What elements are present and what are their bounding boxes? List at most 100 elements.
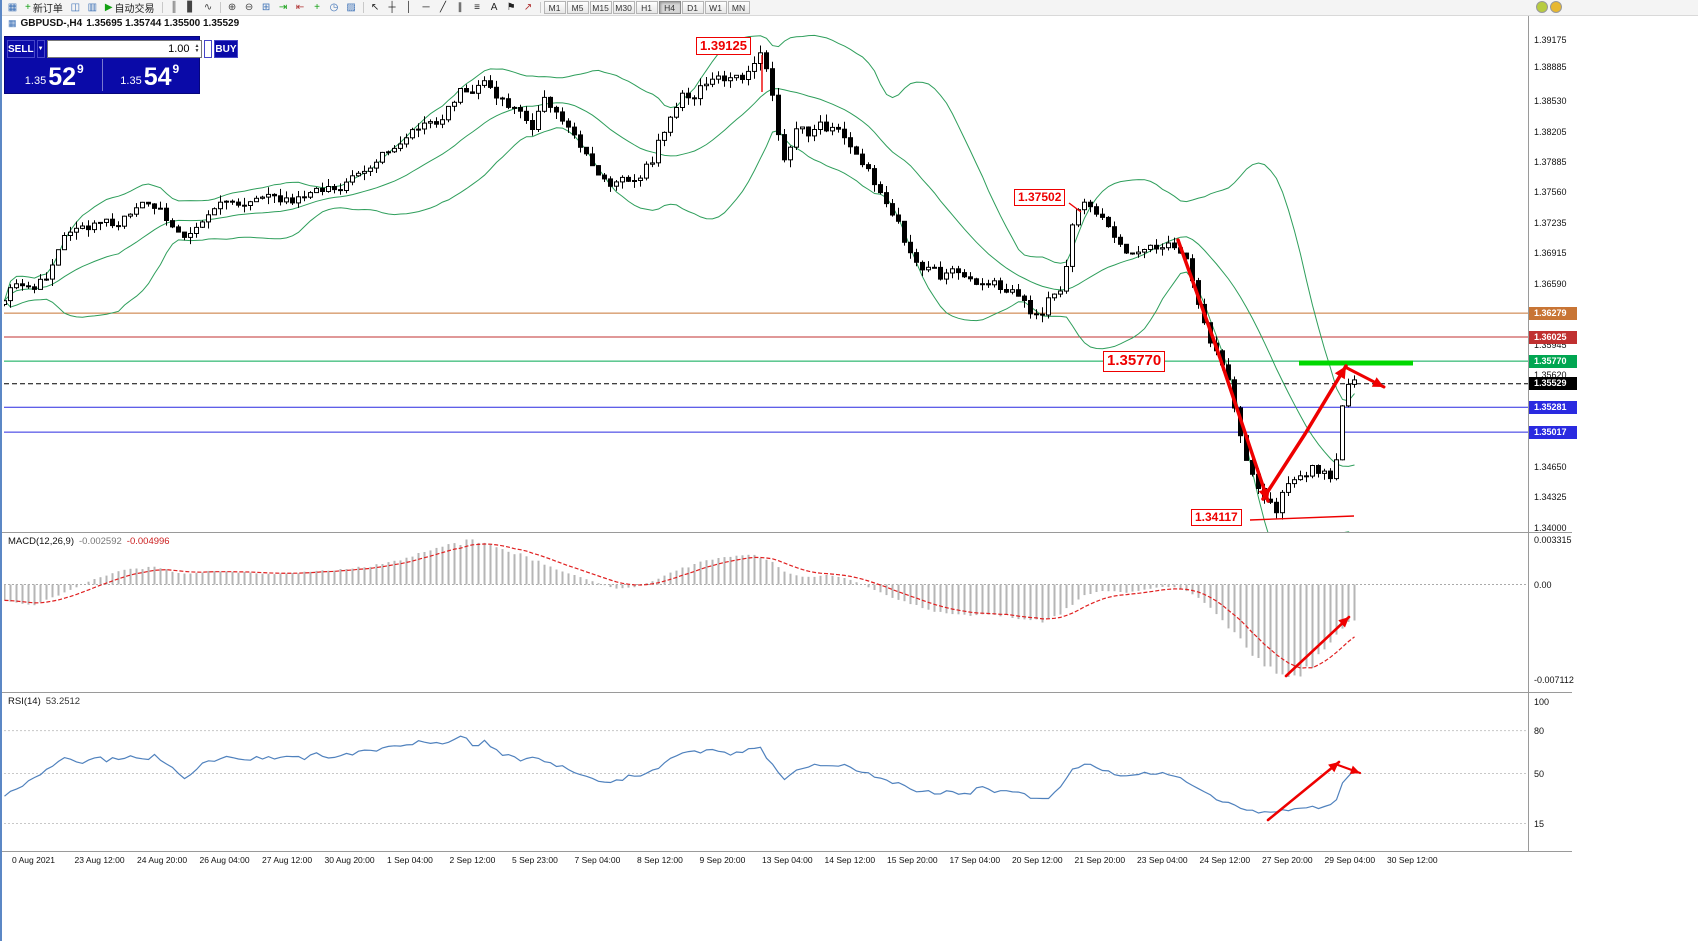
rsi-name: RSI(14): [8, 696, 41, 707]
macd-axis-label: 0.00: [1534, 579, 1552, 590]
trade-panel-prices: 1.35 52 9 1.35 54 9: [7, 59, 197, 91]
chart-shift-icon[interactable]: ⇤: [292, 1, 309, 15]
spinner-up-icon[interactable]: ▲: [194, 43, 200, 49]
new-order-button[interactable]: + 新订单: [21, 1, 67, 15]
line-chart-type-icon[interactable]: ∿: [200, 1, 217, 15]
arrows-icon[interactable]: ↗: [520, 1, 537, 15]
news-status-icon: [1550, 1, 1562, 13]
fibonacci-icon-glyph: ≡: [474, 1, 480, 13]
price-axis-label: 1.37235: [1534, 217, 1567, 228]
timeframe-h4-button[interactable]: H4: [658, 1, 681, 14]
time-axis-label: 2 Sep 12:00: [449, 855, 496, 865]
crosshair-icon-glyph: ┼: [388, 1, 396, 13]
macd-indicator-label: MACD(12,26,9) -0.002592 -0.004996: [8, 536, 170, 547]
bar-chart-type-icon[interactable]: ║: [166, 1, 183, 15]
sell-button[interactable]: SELL: [7, 40, 35, 58]
crosshair-icon[interactable]: ┼: [384, 1, 401, 15]
cursor-icon[interactable]: ↖: [367, 1, 384, 15]
macd-signal-value: -0.004996: [126, 536, 170, 547]
zoom-in-icon[interactable]: ⊕: [224, 1, 241, 15]
autotrading-button[interactable]: ▶ 自动交易: [101, 1, 159, 15]
price-axis-label: 1.36915: [1534, 248, 1567, 259]
vertical-line-icon[interactable]: │: [401, 1, 418, 15]
sell-dropdown-caret[interactable]: ▼: [36, 40, 45, 58]
sell-price-big: 52: [48, 62, 77, 91]
timeframe-m1-button[interactable]: M1: [543, 1, 566, 14]
tile-windows-icon[interactable]: ⊞: [258, 1, 275, 15]
line-chart-type-icon-glyph: ∿: [203, 1, 213, 13]
indicators-icon[interactable]: +: [309, 1, 326, 15]
profiles-icon[interactable]: ◫: [67, 1, 84, 15]
price-axis-label: 1.38885: [1534, 62, 1567, 73]
macd-panel-separator[interactable]: [2, 532, 1572, 533]
current-price-tag[interactable]: 1.35529: [1529, 377, 1577, 391]
text-label-icon[interactable]: ⚑: [503, 1, 520, 15]
chart-shift-icon-glyph: ⇤: [295, 1, 305, 13]
time-axis[interactable]: 0 Aug 2021 23 Aug 12:00 24 Aug 20:00 26 Aug…: [4, 852, 1528, 868]
rsi-axis-label: 50: [1534, 768, 1545, 779]
level-price-tag[interactable]: 1.36025: [1529, 330, 1577, 344]
volume-spinner[interactable]: ▲ ▼: [193, 44, 202, 54]
channel-icon[interactable]: ∥: [452, 1, 469, 15]
horizontal-line-icon[interactable]: ─: [418, 1, 435, 15]
new-chart-icon[interactable]: ▦: [4, 1, 21, 15]
macd-main-value: -0.002592: [79, 536, 122, 547]
cursor-icon-glyph: ↖: [370, 1, 380, 13]
sell-price-pip: 9: [77, 62, 84, 76]
annotation-low-1-34117[interactable]: 1.34117: [1191, 509, 1242, 526]
timeframe-w1-button[interactable]: W1: [704, 1, 727, 14]
one-click-trading-panel: SELL ▼ ▲▼ ▼ BUY 1.35 52 9 1.35 54 9: [4, 36, 238, 94]
periods-icon-glyph: ◷: [329, 1, 339, 13]
level-price-tag[interactable]: 1.36279: [1529, 306, 1577, 320]
trendline-icon[interactable]: ╱: [435, 1, 452, 15]
vertical-line-icon-glyph: │: [405, 1, 413, 13]
rsi-panel-separator[interactable]: [2, 692, 1572, 693]
text-label-icon-glyph: ⚑: [506, 1, 516, 13]
arrows-icon-glyph: ↗: [523, 1, 533, 13]
text-icon[interactable]: A: [486, 1, 503, 15]
annotation-peak-1-37502[interactable]: 1.37502: [1014, 189, 1066, 206]
timeframe-d1-button[interactable]: D1: [681, 1, 704, 14]
chart-windows-icon[interactable]: ▥: [84, 1, 101, 15]
macd-panel-canvas[interactable]: [4, 533, 1528, 691]
timeframe-mn-button[interactable]: MN: [727, 1, 750, 14]
timeframe-m5-button[interactable]: M5: [566, 1, 589, 14]
time-axis-label: 9 Sep 20:00: [699, 855, 746, 865]
rsi-panel-canvas[interactable]: [4, 693, 1528, 851]
level-price-tag[interactable]: 1.35770: [1529, 354, 1577, 368]
macd-axis-label: -0.007112: [1534, 675, 1574, 685]
time-axis-label: 7 Sep 04:00: [574, 855, 621, 865]
templates-icon[interactable]: ▨: [343, 1, 360, 15]
price-axis-label: 1.35620: [1534, 370, 1567, 381]
price-axis[interactable]: 1.39175 1.38885 1.38530 1.38205 1.37885 1.375…: [1529, 0, 1595, 941]
time-axis-separator: [2, 851, 1572, 852]
spinner-down-icon[interactable]: ▼: [194, 48, 200, 54]
timeframe-m15-button[interactable]: M15: [589, 1, 612, 14]
text-icon-glyph: A: [490, 1, 498, 13]
timeframe-h1-button[interactable]: H1: [635, 1, 658, 14]
level-price-tag[interactable]: 1.35281: [1529, 400, 1577, 414]
buy-dropdown-caret[interactable]: ▼: [204, 40, 213, 58]
level-price-tag[interactable]: 1.35017: [1529, 425, 1577, 439]
chart-windows-icon-glyph: ▥: [87, 1, 98, 13]
time-axis-label: 13 Sep 04:00: [762, 855, 813, 865]
zoom-out-icon[interactable]: ⊖: [241, 1, 258, 15]
rsi-indicator-label: RSI(14) 53.2512: [8, 696, 80, 707]
annotation-level-1-35770[interactable]: 1.35770: [1103, 351, 1166, 372]
rsi-value: 53.2512: [45, 696, 81, 707]
sell-price[interactable]: 1.35 52 9: [7, 59, 102, 91]
price-axis-separator: [1528, 16, 1529, 852]
volume-input[interactable]: [47, 43, 193, 55]
templates-icon-glyph: ▨: [346, 1, 356, 13]
annotation-high-1-39125[interactable]: 1.39125: [696, 37, 751, 56]
fibonacci-icon[interactable]: ≡: [469, 1, 486, 15]
candlestick-chart-type-icon[interactable]: ▋: [183, 1, 200, 15]
periods-icon[interactable]: ◷: [326, 1, 343, 15]
buy-price[interactable]: 1.35 54 9: [101, 59, 198, 91]
timeframe-m30-button[interactable]: M30: [612, 1, 635, 14]
buy-button[interactable]: BUY: [214, 40, 238, 58]
price-axis-label: 1.38205: [1534, 126, 1567, 137]
price-chart-canvas[interactable]: [4, 15, 1528, 532]
auto-scroll-icon[interactable]: ⇥: [275, 1, 292, 15]
